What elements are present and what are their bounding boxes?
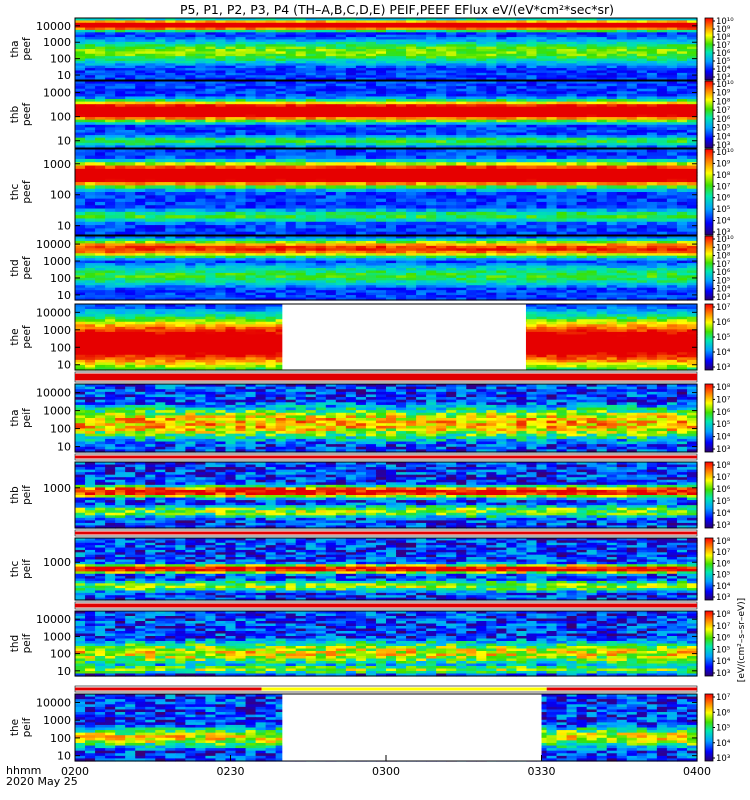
panel-label-probe-tha_peef: tha (9, 40, 21, 57)
colorbar-tha_peef (705, 18, 713, 80)
panel-label-product-tha_peef: peef (21, 37, 33, 61)
heatmap-cells-tha_peef (75, 18, 698, 81)
ytick-label-tha_peef: 100 (50, 53, 71, 66)
colorbar-label-tha_peef: 10¹⁰ (716, 17, 734, 27)
ytick-label-tha_peef: 10000 (36, 20, 71, 33)
heatmap-cells-thb_peef (75, 81, 698, 149)
ytick-label-tha_peef: 10 (57, 69, 71, 82)
figure-title: P5, P1, P2, P3, P4 (TH–A,B,C,D,E) PEIF,P… (180, 2, 614, 17)
spectrogram-figure: P5, P1, P2, P3, P4 (TH–A,B,C,D,E) PEIF,P… (0, 0, 750, 800)
ytick-label-tha_peef: 1000 (43, 36, 71, 49)
